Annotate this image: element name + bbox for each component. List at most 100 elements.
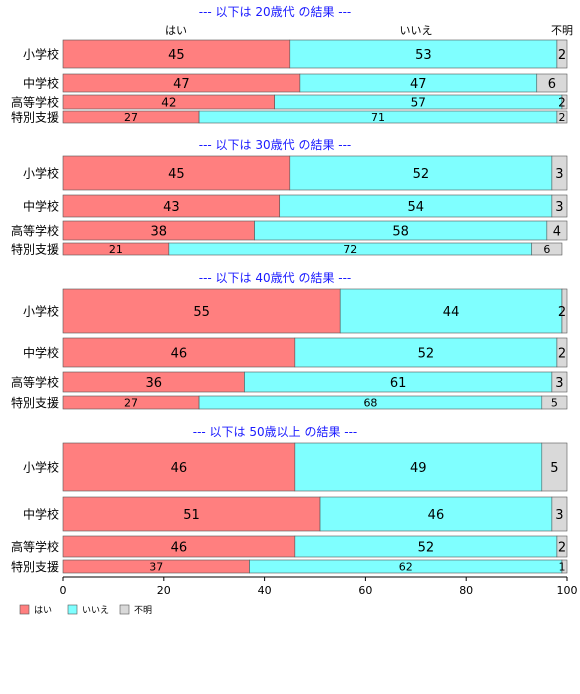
bar-segment (339, 288, 563, 334)
data-label: 58 (392, 224, 409, 239)
bar-segment (556, 337, 568, 368)
column-label-0: はい (165, 24, 187, 37)
legend-label: いいえ (82, 605, 109, 616)
bar-segment (551, 496, 568, 532)
data-label: 46 (171, 346, 188, 361)
data-label: 49 (410, 461, 427, 476)
category-label: 特別支援 (11, 395, 59, 410)
data-label: 72 (343, 243, 357, 256)
bar-segment (556, 535, 568, 558)
bar-segment (561, 94, 568, 110)
data-label: 44 (443, 305, 460, 320)
category-label: 高等学校 (11, 95, 59, 110)
bar-segment (536, 73, 568, 93)
category-label: 中学校 (23, 199, 59, 214)
data-label: 21 (109, 243, 123, 256)
bar-segment (541, 442, 568, 492)
data-label: 3 (555, 376, 563, 391)
data-label: 1 (559, 561, 566, 574)
x-tick-label: 60 (358, 584, 372, 597)
bar-segment (319, 496, 553, 532)
data-label: 5 (550, 461, 558, 476)
data-label: 27 (124, 111, 138, 124)
data-label: 57 (411, 96, 426, 110)
data-label: 3 (555, 508, 563, 523)
category-label: 中学校 (23, 345, 59, 360)
legend-swatch (19, 604, 30, 615)
category-label: 小学校 (23, 304, 59, 319)
panel-title: --- 以下は 30歳代 の結果 --- (199, 138, 352, 152)
data-label: 2 (558, 111, 565, 124)
data-label: 6 (548, 77, 556, 92)
data-label: 47 (173, 77, 190, 92)
data-label: 2 (558, 48, 566, 63)
bar-segment (62, 155, 291, 191)
bar-segment (551, 194, 568, 218)
data-label: 6 (543, 243, 550, 256)
bar-segment (541, 395, 568, 410)
legend-swatch (67, 604, 78, 615)
data-label: 38 (150, 224, 167, 239)
column-label-2: 不明 (551, 24, 573, 37)
data-label: 68 (363, 397, 377, 410)
bar-segment (294, 337, 558, 368)
x-tick-label: 100 (557, 584, 578, 597)
data-label: 46 (428, 508, 445, 523)
bar-segment (551, 155, 568, 191)
data-label: 3 (555, 200, 563, 215)
data-label: 62 (399, 561, 413, 574)
category-label: 高等学校 (11, 223, 59, 238)
bar-segment (62, 39, 291, 69)
bar-segment (546, 220, 568, 241)
data-label: 46 (171, 540, 188, 555)
category-label: 高等学校 (11, 539, 59, 554)
bar-segment (294, 442, 543, 492)
category-label: 中学校 (23, 507, 59, 522)
panel-title: --- 以下は 40歳代 の結果 --- (199, 271, 352, 285)
bar-segment (561, 559, 568, 574)
data-label: 45 (168, 48, 185, 63)
bar-segment (62, 337, 296, 368)
data-label: 53 (415, 48, 432, 63)
data-label: 2 (558, 540, 566, 555)
data-label: 27 (124, 397, 138, 410)
data-label: 42 (161, 96, 176, 110)
panel-title: --- 以下は 20歳代 の結果 --- (199, 5, 352, 19)
data-label: 51 (183, 508, 200, 523)
legend-label: 不明 (134, 605, 152, 616)
bar-segment (62, 442, 296, 492)
x-tick-label: 20 (157, 584, 171, 597)
data-label: 37 (149, 561, 163, 574)
bar-segment (289, 39, 558, 69)
data-label: 2 (558, 305, 566, 320)
bar-segment (556, 110, 568, 124)
data-label: 2 (558, 96, 566, 110)
data-label: 71 (371, 111, 385, 124)
x-tick-label: 40 (258, 584, 272, 597)
bar-segment (531, 242, 563, 256)
category-label: 小学校 (23, 460, 59, 475)
data-label: 47 (410, 77, 427, 92)
data-label: 43 (163, 200, 180, 215)
data-label: 3 (555, 167, 563, 182)
data-label: 55 (193, 305, 210, 320)
category-label: 小学校 (23, 47, 59, 62)
bar-segment (561, 288, 568, 334)
category-label: 小学校 (23, 166, 59, 181)
panel-title: --- 以下は 50歳以上 の結果 --- (193, 425, 358, 439)
bar-segment (289, 155, 553, 191)
category-label: 特別支援 (11, 110, 59, 125)
data-label: 52 (413, 167, 430, 182)
data-label: 2 (558, 346, 566, 361)
data-label: 45 (168, 167, 185, 182)
bar-segment (551, 371, 568, 393)
data-label: 61 (390, 376, 407, 391)
category-label: 高等学校 (11, 375, 59, 390)
data-label: 4 (553, 224, 561, 239)
column-label-1: いいえ (400, 24, 433, 37)
x-tick-label: 0 (60, 584, 67, 597)
legend-swatch (119, 604, 130, 615)
legend-label: はい (34, 605, 52, 616)
data-label: 36 (145, 376, 162, 391)
